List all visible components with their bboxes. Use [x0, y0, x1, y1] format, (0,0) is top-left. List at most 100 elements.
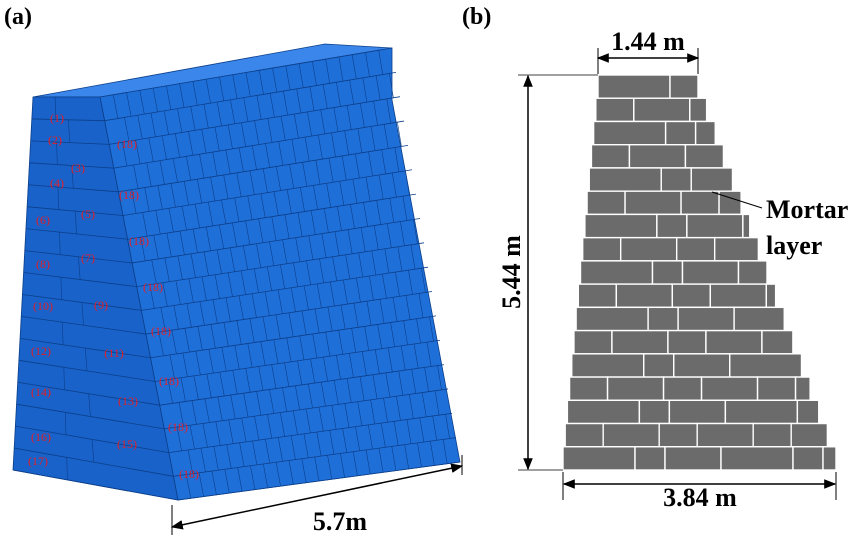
brick-joint [326, 183, 332, 208]
brick-joint [140, 237, 146, 261]
brick-joint [155, 210, 161, 235]
brick [577, 283, 618, 309]
brick-joint [203, 251, 209, 276]
brick-joint [320, 109, 326, 134]
brick-joint [365, 52, 370, 77]
brick-joint [321, 233, 327, 258]
dimension-label: 3.84 m [663, 483, 737, 512]
brick-joint [282, 387, 288, 412]
brick [590, 144, 631, 169]
brick-joint [403, 320, 408, 345]
brick-joint [212, 152, 218, 177]
brick-joint [160, 307, 166, 332]
brick-joint [180, 377, 186, 402]
course-joint [22, 294, 142, 311]
brick-joint [406, 419, 412, 444]
brick [720, 446, 794, 471]
brick-joint [410, 244, 416, 270]
brick-joint [397, 122, 402, 147]
brick-joint [239, 442, 245, 467]
brick-joint [290, 287, 296, 312]
brick-joint [356, 277, 361, 303]
brick-joint [272, 67, 278, 93]
brick-joint [386, 223, 392, 248]
brick-joint [166, 233, 172, 257]
brick-joint [329, 281, 335, 307]
brick-joint [334, 231, 340, 256]
brick [668, 399, 727, 425]
brick-joint [214, 127, 220, 152]
brick-joint [275, 314, 281, 339]
brick [658, 422, 698, 448]
brick-joint [190, 106, 196, 131]
panel-label: (b) [462, 4, 491, 30]
brick-joint [135, 140, 141, 164]
brick-joint [205, 79, 211, 104]
block-label: (10) [33, 299, 53, 313]
brick-joint [288, 312, 294, 337]
brick-joint [122, 142, 128, 167]
brick-joint [199, 301, 205, 326]
dimension-label: 5.7m [313, 507, 368, 536]
brick [756, 376, 797, 401]
brick-joint [364, 326, 370, 351]
brick-joint [258, 366, 264, 391]
brick [790, 422, 829, 448]
brick-joint [254, 120, 260, 145]
brick-joint [336, 355, 341, 380]
brick-joint [182, 352, 188, 377]
brick-joint [396, 396, 401, 421]
block-label: (14) [31, 385, 51, 399]
brick-joint [131, 189, 137, 214]
brick-joint [84, 348, 88, 371]
brick [595, 97, 635, 123]
brick-joint [291, 139, 297, 164]
brick-joint [229, 247, 235, 272]
course-label: (18) [159, 374, 179, 388]
brick-joint [340, 305, 346, 330]
brick-joint [153, 235, 159, 259]
brick-joint [322, 84, 328, 109]
brick [664, 446, 722, 471]
brick-joint [221, 199, 227, 224]
brick [673, 353, 731, 378]
brick-joint [126, 92, 132, 117]
brick-joint [208, 349, 214, 374]
brick-joint [241, 122, 246, 147]
brick-joint [383, 397, 388, 423]
brick-joint [357, 128, 363, 153]
block-label: (6) [36, 213, 50, 227]
brick-joint [445, 414, 450, 439]
brick-joint [230, 394, 236, 419]
brick-joint [265, 143, 271, 168]
brick [579, 260, 654, 285]
brick-joint [362, 77, 368, 103]
brick-joint [271, 364, 277, 389]
brick-joint [236, 172, 242, 197]
course-joint [19, 337, 151, 359]
brick [761, 329, 794, 355]
block-label: (13) [118, 394, 138, 408]
brick-joint [195, 351, 201, 375]
brick-joint [234, 345, 240, 370]
brick [677, 306, 735, 332]
brick-joint [369, 275, 374, 301]
brick [713, 236, 760, 262]
brick-joint [387, 347, 393, 373]
brick-joint [142, 212, 148, 237]
brick-joint [260, 341, 266, 366]
brick-joint [74, 211, 78, 234]
brick-joint [159, 160, 165, 185]
brick [669, 74, 699, 99]
brick [624, 190, 682, 216]
brick-joint [192, 228, 198, 253]
brick-joint [202, 423, 208, 448]
brick-joint [112, 94, 119, 119]
brick-joint [390, 322, 395, 347]
brick-joint [188, 278, 194, 303]
brick-joint [278, 141, 284, 166]
brick-joint [350, 204, 355, 229]
brick-joint [204, 398, 210, 423]
course-label: (18) [151, 324, 171, 338]
brick-joint [374, 349, 380, 374]
